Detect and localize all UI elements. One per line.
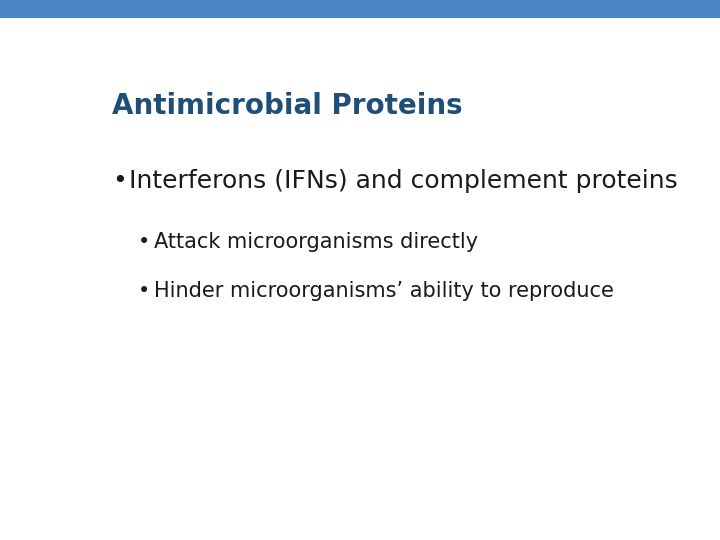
Text: Interferons (IFNs) and complement proteins: Interferons (IFNs) and complement protei… (129, 169, 678, 193)
Text: •: • (138, 281, 150, 301)
Text: Hinder microorganisms’ ability to reproduce: Hinder microorganisms’ ability to reprod… (154, 281, 614, 301)
Text: Antimicrobial Proteins: Antimicrobial Proteins (112, 92, 463, 120)
Text: Attack microorganisms directly: Attack microorganisms directly (154, 232, 478, 252)
Text: •: • (138, 232, 150, 252)
Text: •: • (112, 169, 127, 193)
